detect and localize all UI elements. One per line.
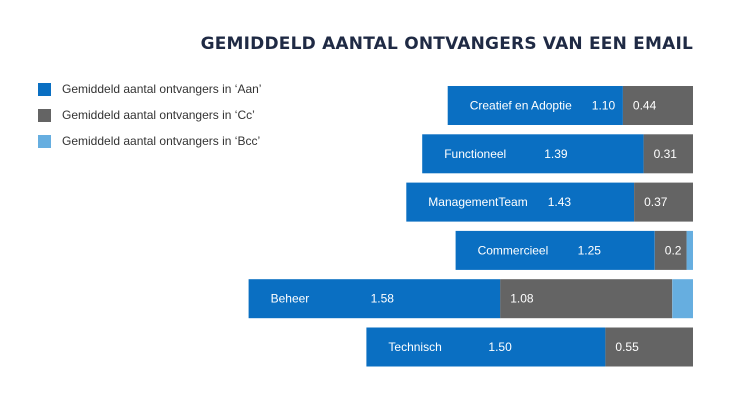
legend-swatch-aan: [38, 82, 51, 96]
value-label-cc-functioneel: 0.31: [654, 147, 678, 161]
bar-segment-technisch-s0: [366, 327, 606, 367]
legend-item-cc: Gemiddeld aantal ontvangers in ‘Cc’: [38, 108, 261, 122]
bar-segment-commercieel-s1: [654, 230, 687, 270]
legend-label-aan: Gemiddeld aantal ontvangers in ‘Aan’: [62, 82, 262, 96]
bar-segment-creatief-en-adoptie-s0: [447, 86, 623, 125]
chart-legend: Gemiddeld aantal ontvangers in ‘Aan’ Gem…: [38, 82, 261, 160]
value-label-aan-managementteam: 1.43: [548, 195, 572, 209]
bar-segment-commercieel-s0: [455, 230, 655, 270]
legend-item-aan: Gemiddeld aantal ontvangers in ‘Aan’: [38, 82, 261, 96]
value-label-cc-managementteam: 0.37: [644, 195, 668, 209]
category-label-managementteam: ManagementTeam: [428, 195, 527, 209]
value-label-aan-technisch: 1.50: [488, 340, 512, 354]
legend-item-bcc: Gemiddeld aantal ontvangers in ‘Bcc’: [38, 134, 261, 148]
bar-segment-functioneel-s0: [422, 134, 644, 174]
bar-segment-beheer-s2: [672, 279, 693, 319]
bar-segment-creatief-en-adoptie-s1: [622, 86, 693, 125]
bar-segment-beheer-s0: [248, 279, 501, 319]
value-label-aan-creatief-en-adoptie: 1.10: [592, 99, 616, 113]
category-label-beheer: Beheer: [271, 292, 310, 306]
bar-segment-beheer-s1: [500, 279, 673, 319]
bar-segment-functioneel-s1: [643, 134, 693, 174]
legend-swatch-cc: [38, 108, 51, 122]
value-label-aan-commercieel: 1.25: [578, 243, 602, 257]
value-label-aan-beheer: 1.58: [371, 292, 395, 306]
legend-label-cc: Gemiddeld aantal ontvangers in ‘Cc’: [62, 108, 255, 122]
chart-title: GEMIDDELD AANTAL ONTVANGERS VAN EEN EMAI…: [200, 34, 693, 54]
bar-segment-technisch-s1: [605, 327, 693, 367]
bar-segment-commercieel-s2: [686, 230, 693, 270]
value-label-cc-technisch: 0.55: [615, 340, 639, 354]
value-label-cc-beheer: 1.08: [510, 292, 534, 306]
legend-label-bcc: Gemiddeld aantal ontvangers in ‘Bcc’: [62, 134, 261, 148]
bar-segment-managementteam-s1: [634, 182, 693, 222]
category-label-technisch: Technisch: [388, 340, 441, 354]
bar-segment-managementteam-s0: [406, 182, 635, 222]
category-label-commercieel: Commercieel: [478, 243, 549, 257]
value-label-cc-commercieel: 0.2: [665, 243, 682, 257]
value-label-cc-creatief-en-adoptie: 0.44: [633, 99, 657, 113]
value-label-aan-functioneel: 1.39: [544, 147, 568, 161]
category-label-creatief-en-adoptie: Creatief en Adoptie: [470, 99, 572, 113]
legend-swatch-bcc: [38, 134, 51, 148]
category-label-functioneel: Functioneel: [444, 147, 506, 161]
